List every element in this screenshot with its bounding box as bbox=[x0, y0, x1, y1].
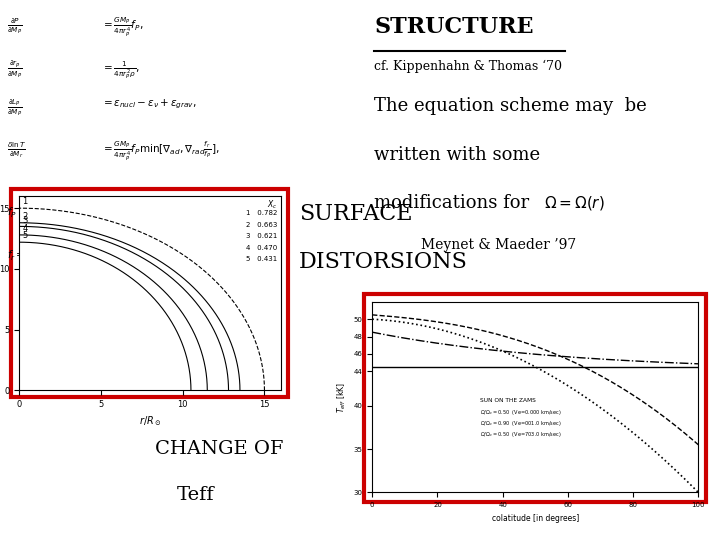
Text: $\frac{\delta \ln T}{\partial M_r}$: $\frac{\delta \ln T}{\partial M_r}$ bbox=[7, 140, 27, 160]
Text: Teff: Teff bbox=[176, 486, 214, 504]
Text: $f_P = \frac{4\pi r_P^4}{GM_P S_P} \frac{1}{\langle g^{-1} \rangle},$: $f_P = \frac{4\pi r_P^4}{GM_P S_P} \frac… bbox=[7, 200, 76, 224]
X-axis label: colatitude [in degrees]: colatitude [in degrees] bbox=[492, 514, 579, 523]
Text: SURFACE: SURFACE bbox=[299, 202, 413, 225]
Text: $= \varepsilon_{nucl} - \varepsilon_\nu + \varepsilon_{grav},$: $= \varepsilon_{nucl} - \varepsilon_\nu … bbox=[101, 97, 197, 111]
Text: 5: 5 bbox=[22, 231, 28, 240]
Bar bbox=[364, 294, 706, 502]
Bar bbox=[11, 189, 288, 397]
Text: 1: 1 bbox=[22, 197, 28, 206]
Text: 2   0.663: 2 0.663 bbox=[246, 221, 277, 227]
Text: cf. Kippenhahn & Thomas ‘70: cf. Kippenhahn & Thomas ‘70 bbox=[374, 59, 562, 73]
X-axis label: $r/R_\odot$: $r/R_\odot$ bbox=[139, 415, 161, 429]
Text: $\Omega/\Omega_c=0.50$  (Ve=703.0 km/sec): $\Omega/\Omega_c=0.50$ (Ve=703.0 km/sec) bbox=[480, 430, 562, 439]
Text: CHANGE OF: CHANGE OF bbox=[155, 440, 283, 458]
Text: 3   0.621: 3 0.621 bbox=[246, 233, 277, 239]
Text: STRUCTURE: STRUCTURE bbox=[374, 16, 534, 38]
Text: written with some: written with some bbox=[374, 146, 541, 164]
Text: $= \frac{GM_P}{4\pi r_P^4} f_P \min[\nabla_{ad}, \nabla_{rad} \frac{f_r}{f_P}],$: $= \frac{GM_P}{4\pi r_P^4} f_P \min[\nab… bbox=[101, 140, 220, 164]
Text: 5   0.431: 5 0.431 bbox=[246, 256, 277, 262]
Text: DISTORSIONS: DISTORSIONS bbox=[299, 251, 468, 273]
Text: $\Omega = \Omega(r)$: $\Omega = \Omega(r)$ bbox=[544, 194, 604, 212]
Text: $f_r = \left(\frac{4\pi r_P^2}{S_P}\right)^2 \frac{1}{\langle g \rangle \langle : $f_r = \left(\frac{4\pi r_P^2}{S_P}\righ… bbox=[7, 243, 96, 267]
Text: $X_c$: $X_c$ bbox=[267, 198, 277, 211]
Y-axis label: $T_{eff}$ [kK]: $T_{eff}$ [kK] bbox=[336, 382, 348, 413]
Text: 4   0.470: 4 0.470 bbox=[246, 245, 277, 251]
Text: 2: 2 bbox=[22, 212, 28, 221]
Text: $= \frac{1}{4\pi r_P^2 \rho},$: $= \frac{1}{4\pi r_P^2 \rho},$ bbox=[101, 59, 140, 81]
Text: 4: 4 bbox=[22, 224, 28, 233]
Text: modifications for: modifications for bbox=[374, 194, 529, 212]
Text: $\frac{\partial L_P}{\partial M_P}$: $\frac{\partial L_P}{\partial M_P}$ bbox=[7, 97, 22, 118]
Text: $\frac{\partial P}{\partial M_P}$: $\frac{\partial P}{\partial M_P}$ bbox=[7, 16, 22, 36]
Text: $= \frac{GM_P}{4\pi r_P^4} f_P,$: $= \frac{GM_P}{4\pi r_P^4} f_P,$ bbox=[101, 16, 143, 39]
Text: The equation scheme may  be: The equation scheme may be bbox=[374, 97, 647, 115]
Text: Meynet & Maeder ’97: Meynet & Maeder ’97 bbox=[421, 238, 577, 252]
Text: $\Omega/\Omega_c=0.90$  (Ve=001.0 km/sec): $\Omega/\Omega_c=0.90$ (Ve=001.0 km/sec) bbox=[480, 419, 562, 428]
Text: SUN ON THE ZAMS: SUN ON THE ZAMS bbox=[480, 397, 536, 402]
Text: $\frac{\partial r_P}{\partial M_P}$: $\frac{\partial r_P}{\partial M_P}$ bbox=[7, 59, 22, 80]
Text: 1   0.782: 1 0.782 bbox=[246, 210, 277, 216]
Text: $\Omega/\Omega_c=0.50$  (Ve=0.000 km/sec): $\Omega/\Omega_c=0.50$ (Ve=0.000 km/sec) bbox=[480, 408, 562, 417]
Text: 3: 3 bbox=[22, 215, 28, 225]
